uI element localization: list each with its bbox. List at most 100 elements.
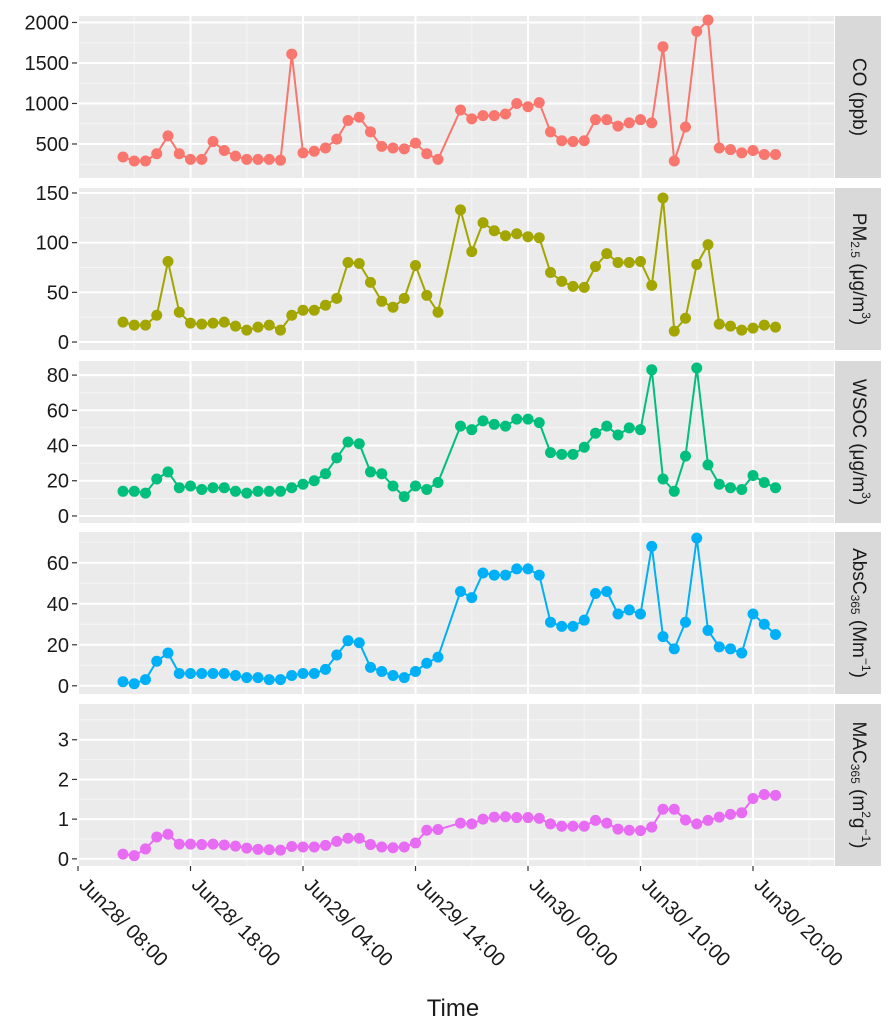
data-point [387, 142, 399, 154]
data-point [241, 672, 253, 684]
data-point [747, 469, 759, 481]
data-point [668, 325, 680, 337]
data-point [398, 491, 410, 503]
data-point [477, 567, 489, 579]
series-line-pm25 [122, 196, 776, 333]
data-point [680, 616, 691, 628]
x-axis-title: Time [427, 995, 479, 1022]
data-point [252, 843, 264, 855]
y-tick-label: 0 [58, 506, 69, 528]
data-point [207, 136, 219, 148]
data-point [702, 239, 714, 251]
data-point [522, 563, 534, 575]
data-point [488, 569, 500, 581]
x-tick-label: Jun30/ 20:00 [749, 874, 846, 971]
data-point [612, 608, 624, 620]
data-point [162, 828, 174, 840]
data-point [747, 608, 759, 620]
data-point [635, 424, 646, 436]
data-point [342, 257, 354, 269]
data-point [567, 448, 579, 460]
data-point [590, 588, 601, 600]
y-tick-label: 1500 [25, 53, 70, 75]
y-tick-label: 40 [47, 594, 69, 616]
data-point [770, 149, 781, 161]
data-point [365, 839, 376, 851]
data-point [117, 151, 129, 163]
data-point [713, 478, 725, 490]
x-tick-label: Jun28/ 08:00 [74, 874, 171, 971]
data-point [140, 319, 151, 331]
data-point [128, 678, 140, 690]
data-point [680, 312, 691, 324]
data-point [398, 292, 410, 304]
data-point [725, 643, 736, 655]
panel-mac365: 0 1 2 3 MAC365 (m2g−1) [58, 704, 881, 871]
data-point [218, 144, 230, 156]
data-point [117, 848, 129, 860]
data-point [275, 674, 286, 686]
data-point [657, 631, 669, 643]
data-point [207, 482, 219, 494]
data-point [432, 306, 444, 318]
data-point [230, 840, 241, 852]
data-point [286, 482, 298, 494]
data-point [387, 301, 399, 313]
data-point [646, 117, 658, 129]
x-tick-label: Jun29/ 04:00 [299, 874, 396, 971]
data-point [612, 429, 624, 441]
data-point [533, 97, 545, 109]
data-point [275, 485, 286, 497]
data-point [455, 420, 466, 432]
facet-strip [835, 361, 881, 523]
y-tick-label: 50 [47, 282, 69, 304]
data-point [702, 14, 714, 26]
data-point [263, 319, 275, 331]
data-point [263, 153, 275, 165]
x-tick-label: Jun30/ 00:00 [524, 874, 621, 971]
data-point [398, 143, 410, 155]
data-point [432, 823, 444, 835]
y-tick-label: 3 [58, 730, 69, 752]
data-point [590, 114, 601, 126]
data-point [736, 647, 748, 659]
panel-background [77, 532, 834, 694]
y-tick-label: 0 [58, 332, 69, 354]
data-point [320, 468, 331, 480]
data-point [466, 818, 478, 830]
data-point [421, 484, 433, 496]
series-line-mac365 [122, 793, 776, 857]
data-point [410, 260, 421, 272]
data-point [151, 831, 163, 843]
data-point [173, 306, 185, 318]
y-tick-label: 80 [47, 365, 69, 387]
data-point [477, 110, 489, 122]
data-point [432, 477, 444, 488]
data-point [185, 317, 196, 329]
data-point [668, 643, 680, 655]
panel-wsoc: 0 20 40 60 80 WSOC (μg/m3) [47, 361, 881, 528]
facet-strip [835, 188, 881, 350]
data-point [151, 309, 163, 321]
data-point [263, 485, 275, 497]
facet-strip [835, 704, 881, 866]
data-point [128, 850, 140, 862]
data-point [140, 674, 151, 686]
data-point [601, 248, 613, 260]
y-tick-label: 60 [47, 553, 69, 575]
data-point [646, 364, 658, 376]
y-tick-label: 60 [47, 400, 69, 422]
data-point [680, 450, 691, 462]
data-point [668, 485, 680, 497]
data-point [128, 155, 140, 167]
data-point [567, 280, 579, 292]
data-point [601, 114, 613, 126]
data-point [308, 841, 320, 853]
data-point [230, 150, 241, 162]
data-point [230, 320, 241, 332]
data-point [758, 319, 770, 331]
data-point [702, 624, 714, 636]
data-point [455, 817, 466, 829]
data-point [151, 655, 163, 667]
data-point [736, 484, 748, 496]
